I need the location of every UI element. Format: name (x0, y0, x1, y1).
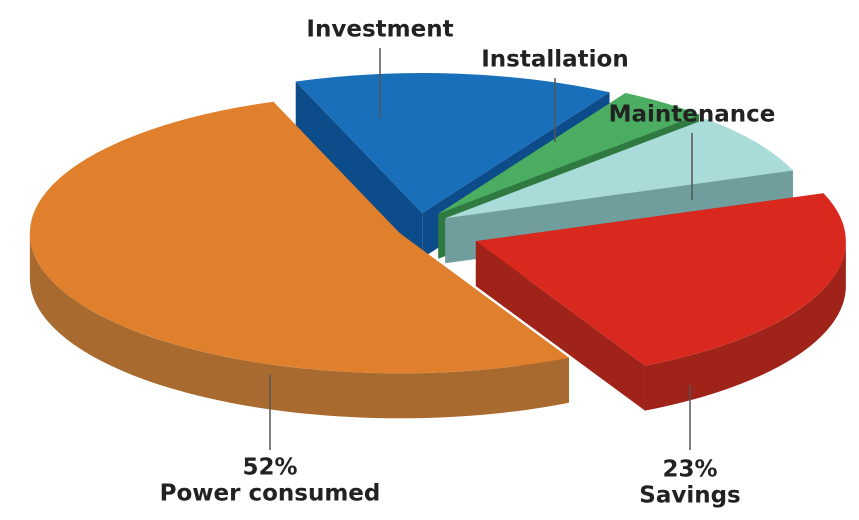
slice-side (644, 241, 846, 411)
category-label: Installation (481, 47, 628, 73)
slice (475, 193, 846, 411)
slice-top (438, 92, 700, 214)
slice (29, 101, 569, 419)
slice-top (295, 73, 610, 214)
slice-top (29, 101, 569, 374)
category-label: Savings (639, 483, 741, 509)
value-label: 23% (662, 457, 717, 483)
value-label: 52% (242, 455, 297, 481)
slice-side (29, 233, 569, 419)
slice-cut-face (295, 81, 423, 259)
slice-top (475, 193, 846, 366)
slice-cut-face (475, 241, 645, 411)
slice-top (445, 118, 793, 219)
category-label: Power consumed (160, 481, 381, 507)
category-label: Maintenance (609, 102, 776, 128)
category-label: Investment (306, 17, 453, 43)
